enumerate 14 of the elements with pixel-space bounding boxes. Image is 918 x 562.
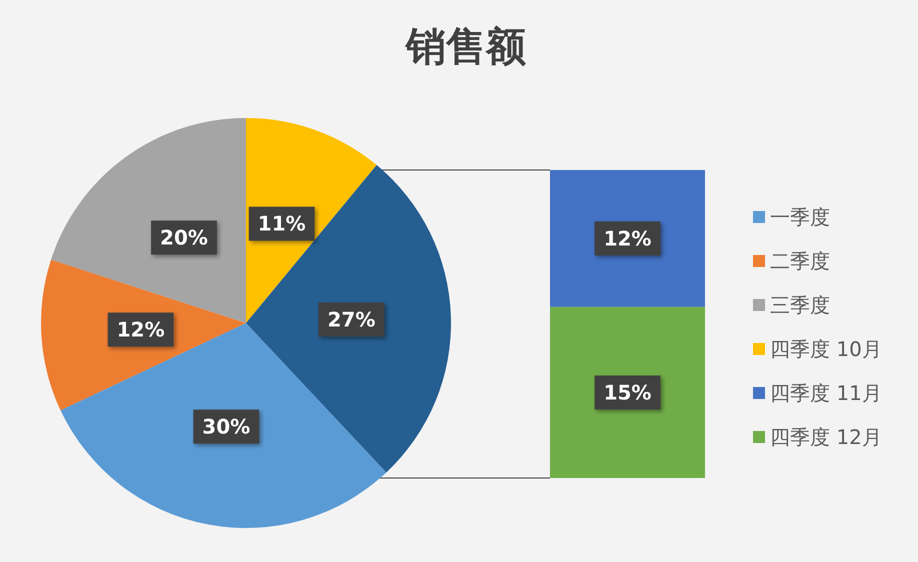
data-label: 30%	[202, 414, 250, 439]
legend-label: 四季度 10月	[770, 337, 882, 361]
data-label: 20%	[160, 226, 208, 250]
chart-title: 销售额	[404, 24, 526, 70]
data-label: 11%	[258, 212, 306, 236]
data-label: 27%	[328, 308, 376, 332]
legend-label: 四季度 11月	[770, 381, 882, 405]
data-label: 12%	[604, 226, 652, 250]
legend-label: 一季度	[770, 205, 830, 229]
legend-label: 四季度 12月	[770, 425, 882, 449]
legend-label: 三季度	[770, 293, 830, 317]
data-label: 12%	[116, 318, 165, 342]
data-label: 15%	[604, 380, 652, 404]
legend-label: 二季度	[770, 249, 830, 273]
